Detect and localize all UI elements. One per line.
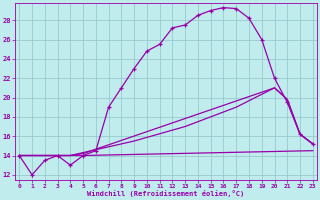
X-axis label: Windchill (Refroidissement éolien,°C): Windchill (Refroidissement éolien,°C) — [87, 190, 245, 197]
